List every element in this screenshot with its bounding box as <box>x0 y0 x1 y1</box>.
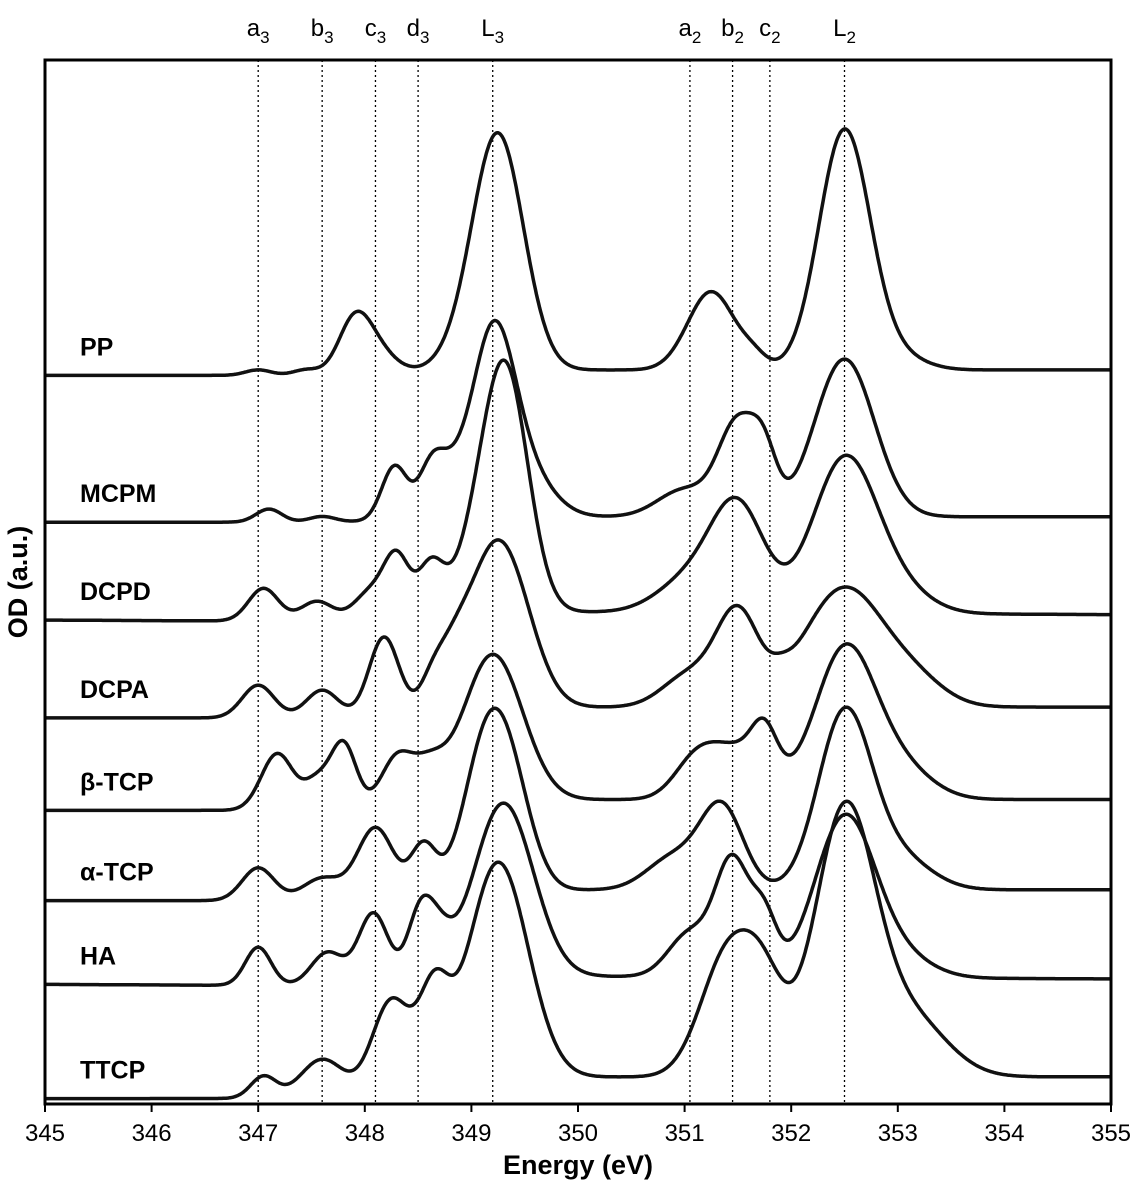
peak-label-subscript: 3 <box>377 28 386 47</box>
series-line <box>44 127 1112 378</box>
peak-label-base: L <box>481 15 494 42</box>
peak-label-base: c <box>365 15 377 42</box>
series-label: β-TCP <box>80 768 154 796</box>
peak-label: d3 <box>407 15 430 47</box>
series-label: PP <box>80 333 113 361</box>
reference-lines <box>257 60 846 1104</box>
x-tick-label: 348 <box>345 1120 385 1147</box>
peak-label-subscript: 3 <box>420 28 429 47</box>
peak-label-base: a <box>247 15 261 42</box>
peak-label: c2 <box>759 15 780 47</box>
plot-area-frame <box>43 58 1113 1106</box>
series-line <box>44 799 1112 1101</box>
x-tick-label: 346 <box>132 1120 172 1147</box>
x-tick-label: 350 <box>558 1120 598 1147</box>
peak-label-subscript: 3 <box>495 28 504 47</box>
peak-labels: a3 b3 c3 d3 L3 a2 b2 c2 L2 <box>247 15 856 47</box>
peak-label-base: c <box>759 15 771 42</box>
series-line <box>44 801 1112 987</box>
peak-label-subscript: 2 <box>735 28 744 47</box>
peak-label-subscript: 2 <box>692 28 701 47</box>
series-label: MCPM <box>80 480 156 508</box>
x-tick-label: 345 <box>25 1120 65 1147</box>
y-axis-title: OD (a.u.) <box>3 526 33 639</box>
peak-label-base: b <box>311 15 324 42</box>
peak-label: a2 <box>679 15 702 47</box>
x-tick-label: 351 <box>665 1120 705 1147</box>
series-label: DCPA <box>80 676 149 704</box>
series-line <box>44 642 1112 813</box>
x-axis-title: Energy (eV) <box>503 1150 653 1180</box>
series-label: TTCP <box>80 1057 145 1085</box>
peak-label: L3 <box>481 15 504 47</box>
x-tick-label: 353 <box>878 1120 918 1147</box>
peak-label-subscript: 3 <box>324 28 333 47</box>
series-line <box>44 538 1112 720</box>
series-line <box>44 705 1112 903</box>
peak-label-base: b <box>721 15 734 42</box>
peak-label-base: L <box>833 15 846 42</box>
peak-label-subscript: 3 <box>260 28 269 47</box>
x-axis: 345 346 347 348 349 350 351 352 353 354 355 <box>25 1104 1131 1147</box>
peak-label: b3 <box>311 15 334 47</box>
series-line <box>44 358 1112 623</box>
peak-label: a3 <box>247 15 270 47</box>
x-tick-label: 347 <box>238 1120 278 1147</box>
peak-label: L2 <box>833 15 856 47</box>
series-line <box>44 318 1112 524</box>
x-tick-label: 354 <box>984 1120 1024 1147</box>
x-tick-label: 352 <box>771 1120 811 1147</box>
peak-label: c3 <box>365 15 386 47</box>
series-labels: PP MCPM DCPD DCPA β-TCP α-TCP HA TTCP <box>80 333 156 1084</box>
peak-label: b2 <box>721 15 744 47</box>
peak-label-base: d <box>407 15 420 42</box>
x-tick-label: 349 <box>451 1120 491 1147</box>
x-tick-label: 355 <box>1091 1120 1131 1147</box>
peak-label-subscript: 2 <box>771 28 780 47</box>
peak-label-subscript: 2 <box>846 28 855 47</box>
peak-label-base: a <box>679 15 693 42</box>
series-label: HA <box>80 942 116 970</box>
series-label: α-TCP <box>80 859 154 887</box>
series-lines <box>44 127 1112 1101</box>
series-label: DCPD <box>80 578 151 606</box>
